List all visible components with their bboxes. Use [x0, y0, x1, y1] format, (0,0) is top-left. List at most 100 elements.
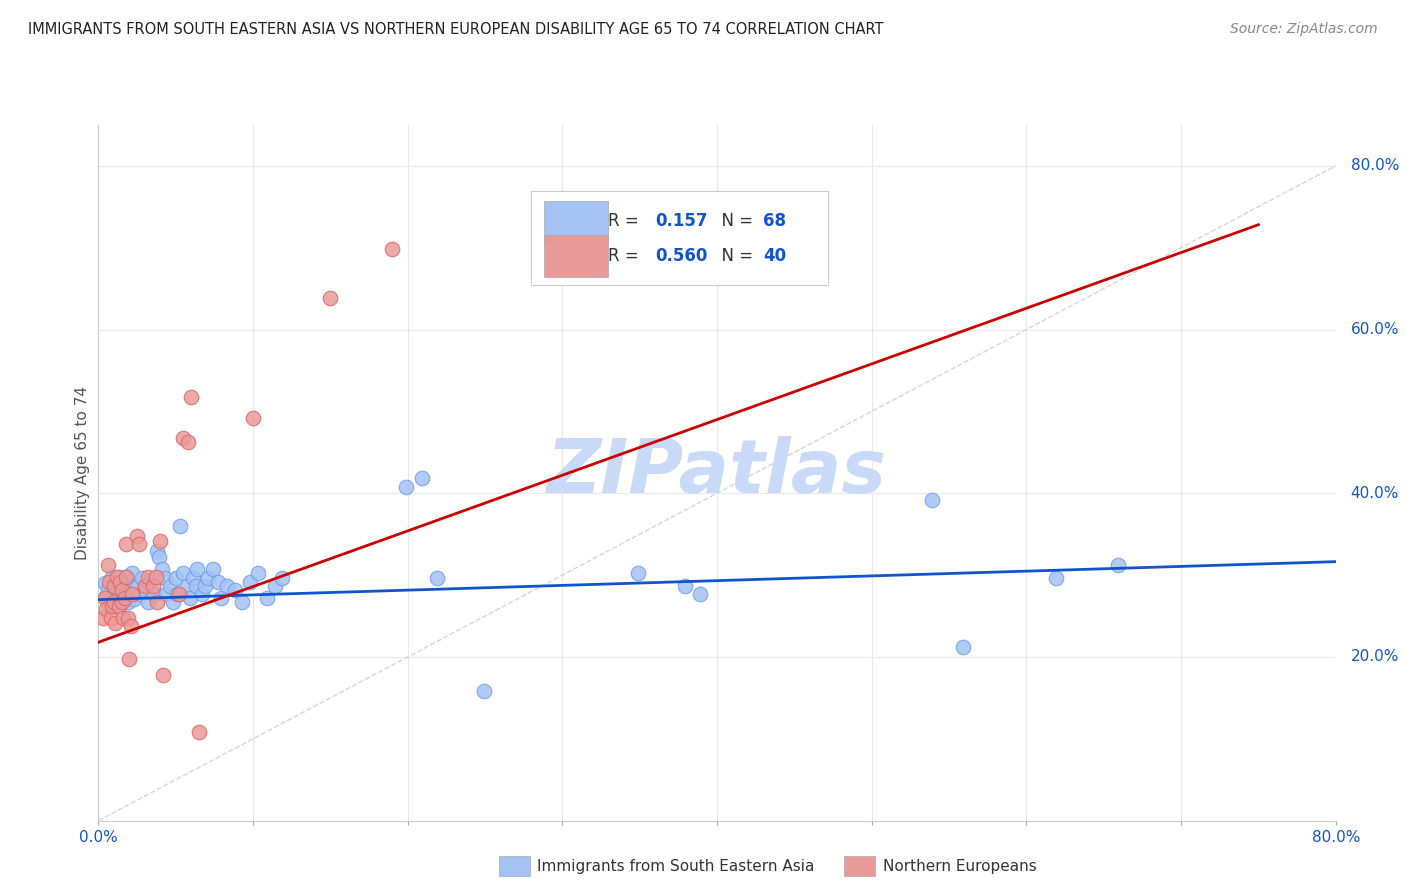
Point [134, 579, 156, 593]
Point [112, 610, 135, 624]
Point [120, 619, 142, 633]
Point [115, 570, 138, 584]
Point [184, 579, 207, 593]
Text: ZIPatlas: ZIPatlas [547, 436, 887, 509]
Point [152, 668, 174, 682]
Point [148, 550, 170, 565]
Text: 60.0%: 60.0% [1351, 322, 1399, 337]
Point [673, 579, 696, 593]
Point [921, 492, 943, 507]
Point [91, 610, 114, 624]
Point [162, 595, 184, 609]
Point [146, 595, 169, 609]
Text: N =: N = [711, 212, 758, 230]
Point [98, 574, 121, 589]
Point [186, 561, 208, 575]
Text: 20.0%: 20.0% [1351, 649, 1399, 665]
Point [1045, 570, 1067, 584]
Point [169, 519, 191, 533]
Point [181, 570, 204, 584]
Point [111, 578, 132, 592]
Point [155, 587, 177, 601]
Point [319, 292, 342, 306]
Point [122, 591, 145, 606]
Point [131, 570, 153, 584]
Point [134, 582, 156, 597]
Text: N =: N = [711, 247, 758, 265]
Point [207, 574, 229, 589]
Point [256, 591, 278, 605]
Point [107, 570, 129, 584]
Point [96, 589, 118, 603]
Point [105, 582, 128, 597]
Point [395, 480, 418, 494]
Point [149, 533, 172, 548]
Point [107, 599, 129, 614]
Point [108, 587, 131, 601]
Point [118, 587, 141, 601]
Point [127, 529, 149, 543]
Point [104, 615, 127, 630]
Point [115, 537, 138, 551]
Point [167, 587, 190, 601]
Point [104, 591, 127, 605]
Point [127, 580, 149, 594]
Point [100, 610, 122, 624]
Point [141, 579, 165, 593]
Point [103, 578, 125, 592]
Point [96, 602, 118, 616]
Point [138, 575, 160, 590]
Point [128, 537, 150, 551]
Point [97, 558, 120, 573]
Point [105, 570, 128, 584]
Point [159, 579, 181, 593]
Point [117, 595, 139, 609]
Point [209, 591, 232, 605]
Text: 0.560: 0.560 [655, 247, 707, 265]
Point [1107, 558, 1129, 573]
Point [150, 561, 173, 575]
Point [120, 579, 142, 593]
Point [177, 435, 200, 450]
Point [411, 471, 433, 485]
Point [271, 570, 294, 584]
Point [952, 640, 974, 654]
Point [145, 570, 167, 584]
Point [143, 587, 166, 601]
Point [93, 576, 115, 591]
FancyBboxPatch shape [544, 235, 609, 277]
Point [97, 582, 120, 596]
Point [239, 574, 262, 589]
Point [194, 579, 217, 593]
Point [153, 570, 176, 584]
Point [129, 587, 152, 601]
Point [121, 566, 143, 581]
Point [111, 595, 132, 609]
Point [180, 390, 202, 404]
Text: Northern Europeans: Northern Europeans [883, 859, 1036, 873]
Point [166, 587, 188, 601]
Point [114, 591, 136, 605]
Text: 0.157: 0.157 [655, 212, 707, 230]
Point [231, 595, 253, 609]
Point [172, 431, 194, 445]
Point [246, 566, 269, 581]
Point [93, 591, 115, 605]
Point [103, 587, 125, 601]
Point [121, 587, 143, 601]
Point [215, 579, 238, 593]
Text: 68: 68 [763, 212, 786, 230]
Point [146, 543, 169, 558]
Point [115, 570, 138, 584]
Point [176, 579, 198, 593]
Point [426, 570, 449, 584]
Point [224, 582, 246, 597]
Point [627, 566, 650, 581]
Text: R =: R = [609, 247, 644, 265]
Point [472, 684, 495, 698]
Text: 80.0%: 80.0% [1351, 158, 1399, 173]
Point [191, 587, 214, 601]
Point [114, 583, 136, 598]
Point [101, 599, 124, 614]
Point [242, 411, 264, 425]
